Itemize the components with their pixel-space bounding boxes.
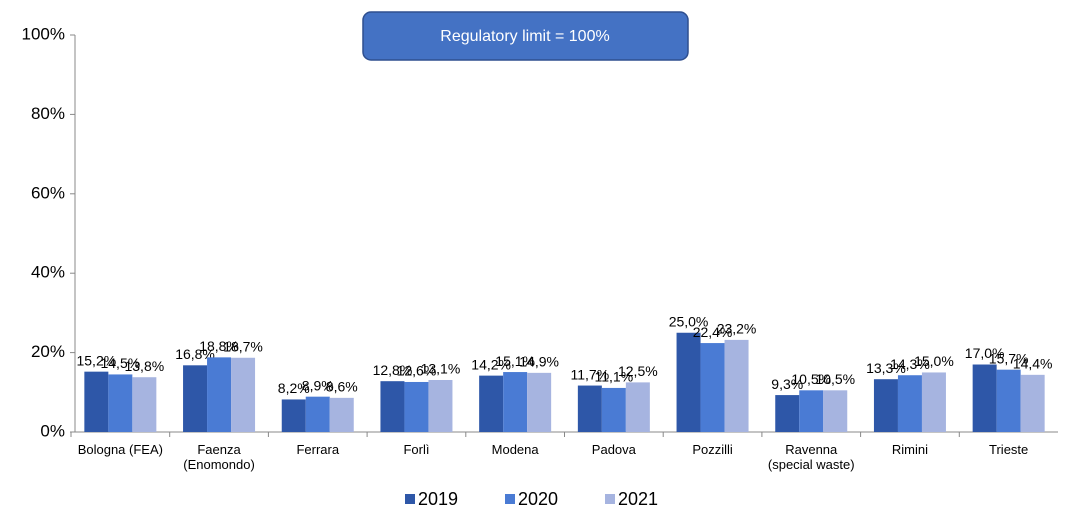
value-label: 10,5% bbox=[791, 371, 831, 387]
x-tick-label: Padova bbox=[591, 442, 636, 457]
bar bbox=[775, 395, 800, 432]
bar bbox=[132, 377, 157, 432]
bar bbox=[921, 372, 946, 432]
bar bbox=[231, 357, 256, 432]
value-label: 12,5% bbox=[618, 363, 658, 379]
bar bbox=[84, 371, 109, 432]
value-label: 12,8% bbox=[373, 362, 413, 378]
y-tick-label: 100% bbox=[22, 24, 65, 43]
value-label: 11,1% bbox=[595, 369, 634, 385]
bar bbox=[108, 374, 133, 432]
bar bbox=[527, 372, 552, 432]
value-label: 8,6% bbox=[326, 379, 358, 395]
value-label: 14,4% bbox=[1013, 356, 1053, 372]
y-tick-label: 0% bbox=[40, 421, 65, 440]
y-tick-label: 40% bbox=[31, 263, 65, 282]
x-tick-label: Faenza (Enomondo) bbox=[183, 442, 255, 472]
bar bbox=[380, 381, 405, 432]
bar bbox=[183, 365, 208, 432]
legend-label: 2020 bbox=[518, 489, 558, 509]
annotation-box bbox=[362, 11, 689, 61]
value-label: 17,0% bbox=[965, 345, 1005, 361]
value-label: 23,2% bbox=[717, 321, 757, 337]
x-tick-label: Ravenna (special waste) bbox=[767, 442, 855, 472]
legend-label: 2019 bbox=[418, 489, 458, 509]
x-tick-label: Trieste bbox=[989, 442, 1029, 457]
bar bbox=[503, 372, 528, 432]
bar bbox=[479, 375, 504, 432]
value-label: 9,3% bbox=[771, 376, 803, 392]
value-label: 14,5% bbox=[100, 355, 140, 371]
value-label: 11,7% bbox=[571, 366, 610, 382]
bar bbox=[823, 390, 848, 432]
legend-swatch bbox=[605, 494, 615, 504]
bar bbox=[972, 364, 997, 432]
bar bbox=[207, 357, 232, 432]
bar bbox=[724, 339, 749, 432]
value-label: 8,9% bbox=[302, 377, 334, 393]
bar bbox=[676, 332, 701, 432]
value-label: 15,2% bbox=[76, 352, 116, 368]
annotation: Regulatory limit = 100% bbox=[440, 28, 609, 45]
value-label: 18,7% bbox=[223, 338, 263, 354]
bar bbox=[428, 379, 453, 432]
bar bbox=[404, 381, 429, 432]
value-label: 15,0% bbox=[914, 353, 954, 369]
bar bbox=[873, 379, 898, 432]
value-label: 12,6% bbox=[397, 363, 437, 379]
bar bbox=[700, 343, 725, 432]
bar bbox=[996, 369, 1021, 432]
legend-swatch bbox=[405, 494, 415, 504]
value-label: 15,7% bbox=[989, 350, 1029, 366]
value-label: 15,1% bbox=[495, 353, 535, 369]
value-label: 8,2% bbox=[278, 380, 310, 396]
x-tick-label: Modena bbox=[491, 442, 539, 457]
bar bbox=[799, 390, 824, 432]
value-label: 16,8% bbox=[175, 346, 215, 362]
legend-label: 2021 bbox=[618, 489, 658, 509]
value-label: 14,9% bbox=[519, 354, 559, 370]
bar bbox=[281, 399, 306, 432]
value-label: 14,3% bbox=[890, 356, 930, 372]
x-tick-label: Forlì bbox=[403, 442, 430, 457]
bar bbox=[601, 387, 626, 432]
y-tick-label: 80% bbox=[31, 104, 65, 123]
y-tick-label: 60% bbox=[31, 183, 65, 202]
value-label: 18,8% bbox=[199, 338, 239, 354]
x-tick-label: Bologna (FEA) bbox=[77, 442, 163, 457]
bar bbox=[897, 375, 922, 432]
x-tick-label: Rimini bbox=[891, 442, 928, 457]
value-label: 22,4% bbox=[693, 324, 733, 340]
bar bbox=[625, 382, 650, 432]
value-label: 13,8% bbox=[124, 358, 164, 374]
value-label: 10,5% bbox=[815, 371, 855, 387]
bar bbox=[329, 397, 354, 432]
x-tick-label: Ferrara bbox=[296, 442, 340, 457]
value-label: 13,1% bbox=[421, 361, 461, 377]
value-label: 25,0% bbox=[669, 313, 709, 329]
value-label: 13,3% bbox=[866, 360, 906, 376]
y-tick-label: 20% bbox=[31, 342, 65, 361]
value-label: 14,2% bbox=[471, 356, 511, 372]
bar bbox=[577, 385, 602, 432]
legend-swatch bbox=[505, 494, 515, 504]
bar bbox=[305, 396, 330, 432]
bar bbox=[1020, 374, 1045, 432]
x-tick-label: Pozzilli bbox=[692, 442, 733, 457]
